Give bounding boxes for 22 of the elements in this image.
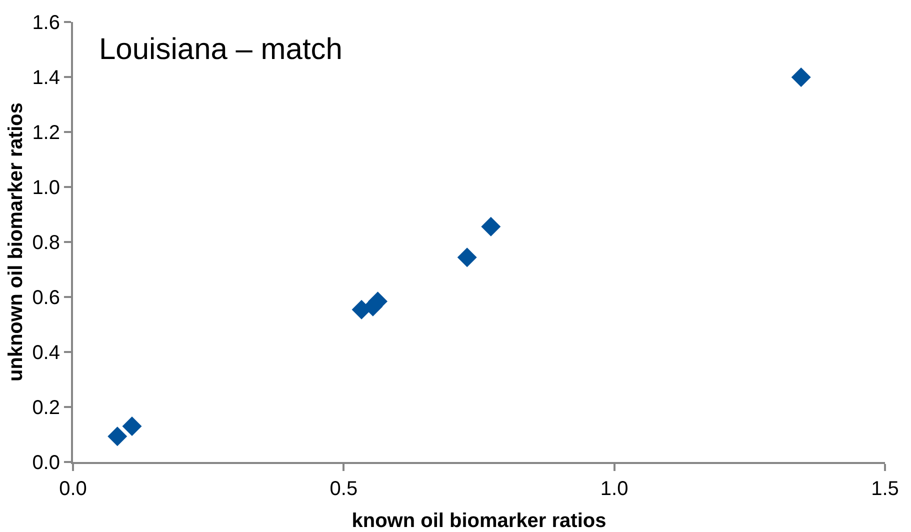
y-tick-label: 0.4 <box>32 342 60 364</box>
y-axis-title: unknown oil biomarker ratios <box>5 102 27 382</box>
point <box>791 68 811 88</box>
point <box>368 292 388 312</box>
y-tick-label: 0.2 <box>32 397 60 419</box>
y-tick-label: 0.8 <box>32 232 60 254</box>
y-tick-label: 0.0 <box>32 452 60 474</box>
x-axis-title: known oil biomarker ratios <box>352 510 606 532</box>
x-tick-label: 0.0 <box>59 478 87 500</box>
point <box>481 216 501 236</box>
x-tick-label: 1.5 <box>871 478 899 500</box>
y-tick-label: 1.4 <box>32 67 60 89</box>
x-tick-label: 0.5 <box>330 478 358 500</box>
chart-title: Louisiana – match <box>99 33 342 66</box>
y-tick-label: 0.6 <box>32 287 60 309</box>
y-tick-label: 1.6 <box>32 12 60 34</box>
point <box>108 426 128 446</box>
y-tick-label: 1.2 <box>32 122 60 144</box>
y-tick-label: 1.0 <box>32 177 60 199</box>
point <box>122 416 142 436</box>
x-tick-label: 1.0 <box>600 478 628 500</box>
point <box>457 248 477 268</box>
